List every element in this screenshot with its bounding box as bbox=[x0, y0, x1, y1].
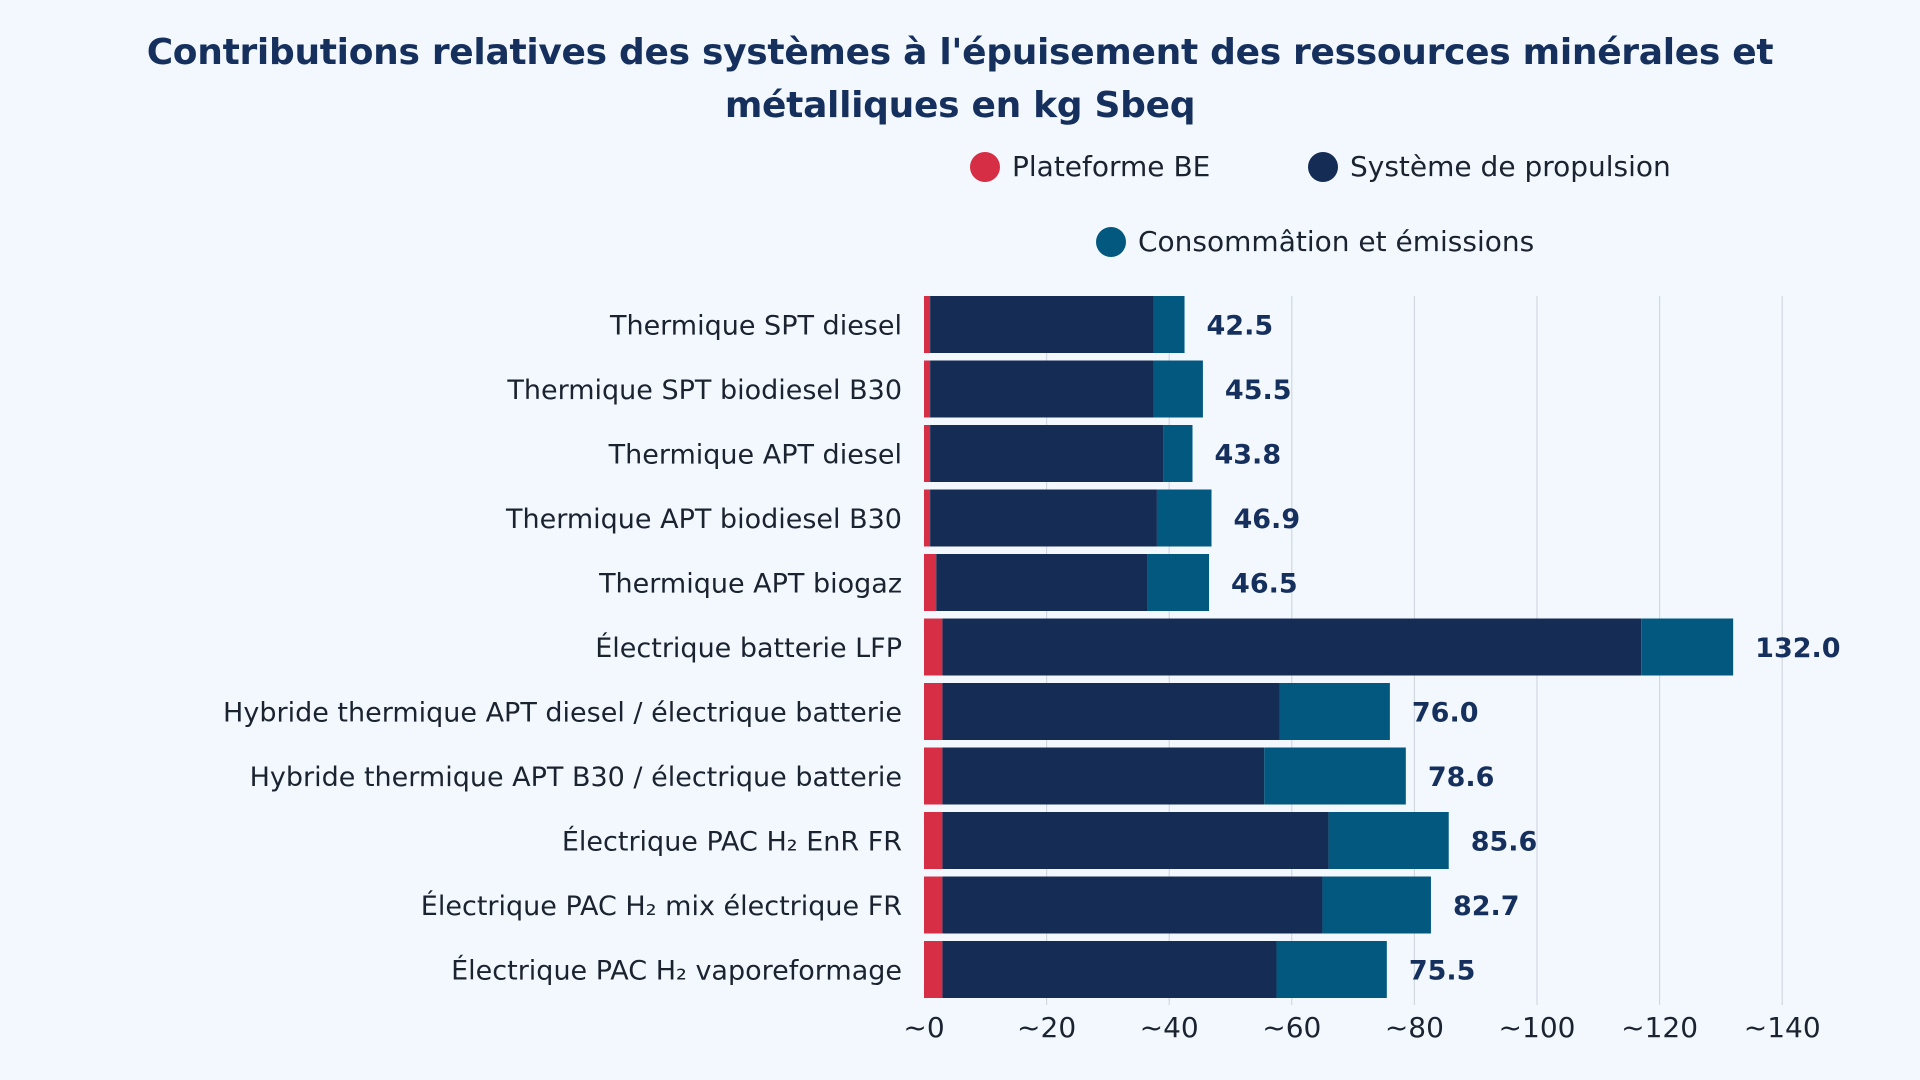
x-tick-label: ~40 bbox=[1140, 1011, 1199, 1044]
bar-segment-consommation bbox=[1264, 747, 1406, 805]
x-tick-label: ~20 bbox=[1017, 1011, 1076, 1044]
bar-segment-plateforme bbox=[924, 747, 943, 805]
bar-segment-plateforme bbox=[924, 618, 943, 676]
bar-segment-propulsion bbox=[930, 296, 1154, 353]
category-label: Électrique PAC H₂ EnR FR bbox=[562, 826, 902, 858]
category-label: Électrique PAC H₂ mix électrique FR bbox=[421, 890, 902, 922]
x-tick-label: ~100 bbox=[1499, 1011, 1576, 1044]
bar-segment-plateforme bbox=[924, 876, 943, 934]
bar-segment-plateforme bbox=[924, 941, 943, 998]
category-label: Thermique APT biodiesel B30 bbox=[505, 504, 902, 535]
legend-label-plateforme: Plateforme BE bbox=[1012, 150, 1211, 183]
x-tick-label: ~140 bbox=[1744, 1011, 1821, 1044]
bar-segment-plateforme bbox=[924, 489, 931, 547]
total-value-label: 46.9 bbox=[1233, 504, 1300, 535]
bar-segment-plateforme bbox=[924, 360, 931, 418]
chart-title: Contributions relatives des systèmes à l… bbox=[146, 32, 1774, 126]
category-label: Thermique SPT diesel bbox=[609, 311, 902, 342]
bar-segment-propulsion bbox=[942, 876, 1323, 934]
bar-segment-propulsion bbox=[942, 812, 1329, 869]
total-value-label: 76.0 bbox=[1412, 698, 1479, 729]
total-value-label: 46.5 bbox=[1231, 569, 1298, 600]
bar-segment-consommation bbox=[1156, 489, 1212, 547]
bar-segment-consommation bbox=[1163, 425, 1193, 482]
total-value-label: 43.8 bbox=[1214, 440, 1281, 471]
bar-segment-consommation bbox=[1147, 554, 1210, 611]
category-label: Thermique APT biogaz bbox=[598, 569, 902, 600]
bar-segment-consommation bbox=[1328, 812, 1449, 869]
legend-swatch-consommation bbox=[1096, 226, 1126, 257]
bar-segment-consommation bbox=[1641, 618, 1734, 676]
bar-segment-plateforme bbox=[924, 812, 943, 869]
total-value-label: 85.6 bbox=[1471, 827, 1538, 858]
bar-segment-propulsion bbox=[942, 747, 1265, 805]
legend-label-propulsion: Système de propulsion bbox=[1350, 150, 1671, 183]
total-value-label: 45.5 bbox=[1225, 375, 1292, 406]
bar-segment-propulsion bbox=[942, 683, 1280, 740]
category-label: Thermique APT diesel bbox=[608, 440, 902, 471]
bar-segment-consommation bbox=[1153, 360, 1203, 418]
total-value-label: 82.7 bbox=[1453, 891, 1520, 922]
bar-segment-propulsion bbox=[942, 618, 1642, 676]
x-tick-label: ~0 bbox=[903, 1011, 944, 1044]
total-value-label: 78.6 bbox=[1428, 762, 1495, 793]
total-value-label: 42.5 bbox=[1207, 311, 1274, 342]
bar-segment-plateforme bbox=[924, 296, 931, 353]
category-label: Thermique SPT biodiesel B30 bbox=[506, 375, 902, 406]
bar-segment-plateforme bbox=[924, 554, 937, 611]
legend-label-consommation: Consommâtion et émissions bbox=[1138, 225, 1535, 258]
legend-item-propulsion: Système de propulsion bbox=[1308, 150, 1671, 183]
bar-segment-propulsion bbox=[942, 941, 1277, 998]
bar-segment-plateforme bbox=[924, 683, 943, 740]
bar-segment-plateforme bbox=[924, 425, 931, 482]
x-tick-label: ~60 bbox=[1262, 1011, 1321, 1044]
x-tick-label: ~80 bbox=[1385, 1011, 1444, 1044]
legend-item-plateforme: Plateforme BE bbox=[970, 150, 1210, 183]
legend-swatch-plateforme bbox=[970, 151, 1000, 182]
total-value-label: 132.0 bbox=[1755, 633, 1840, 664]
bar-segment-consommation bbox=[1153, 296, 1185, 353]
legend-swatch-propulsion bbox=[1308, 151, 1338, 182]
legend-item-consommation: Consommâtion et émissions bbox=[1096, 225, 1534, 258]
category-label: Hybride thermique APT diesel / électriqu… bbox=[223, 698, 902, 729]
x-tick-label: ~120 bbox=[1621, 1011, 1698, 1044]
bar-segment-propulsion bbox=[930, 360, 1154, 418]
bar-segment-consommation bbox=[1276, 941, 1387, 998]
total-value-label: 75.5 bbox=[1409, 956, 1476, 987]
bar-segment-propulsion bbox=[930, 489, 1157, 547]
bar-segment-consommation bbox=[1322, 876, 1431, 934]
bar-segment-propulsion bbox=[930, 425, 1164, 482]
category-label: Électrique batterie LFP bbox=[595, 632, 902, 664]
category-label: Électrique PAC H₂ vaporeformage bbox=[451, 955, 902, 987]
bar-segment-propulsion bbox=[936, 554, 1148, 611]
bar-segment-consommation bbox=[1279, 683, 1390, 740]
category-label: Hybride thermique APT B30 / électrique b… bbox=[250, 762, 902, 793]
